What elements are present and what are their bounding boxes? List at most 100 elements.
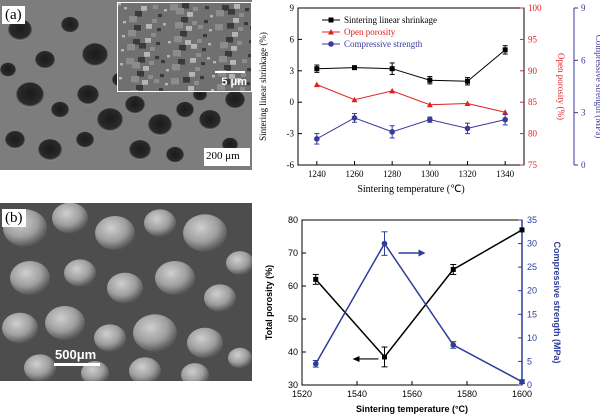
series-line (316, 117, 506, 140)
grain (121, 49, 124, 52)
legend-marker (328, 29, 334, 35)
grain (212, 75, 215, 78)
grain (237, 41, 242, 45)
grain (172, 64, 180, 71)
data-point (450, 342, 457, 348)
grain (217, 84, 225, 91)
x-tick-label: 1340 (496, 169, 514, 179)
grain (218, 70, 226, 77)
panel-b-scale-bar (54, 363, 100, 366)
grain (211, 89, 214, 91)
x-tick-label: 1240 (308, 169, 327, 179)
grain (207, 57, 210, 60)
pore (61, 16, 79, 34)
grain (204, 20, 208, 24)
grain (131, 76, 139, 83)
grain (210, 15, 213, 18)
left-tick-label: 50 (288, 314, 298, 324)
bubble (2, 312, 38, 344)
right-tick-label: 10 (527, 333, 537, 343)
grain (159, 88, 163, 91)
left-tick-label: 70 (288, 248, 298, 258)
pore (77, 85, 99, 105)
left-tick-label: 0 (290, 97, 295, 107)
right-axis-label: Compressive strength (MPa) (552, 241, 562, 363)
data-point (314, 66, 320, 72)
grain (149, 61, 154, 65)
data-point (389, 87, 396, 94)
grain (129, 16, 137, 23)
inset-scale-label: 5 μm (221, 76, 247, 88)
grain (152, 19, 157, 23)
grain (235, 78, 241, 83)
right2-tick-label: 9 (581, 3, 586, 13)
right1-axis-label: Open porosity (%) (556, 53, 566, 120)
grain (127, 44, 135, 51)
grain (239, 13, 244, 17)
series-line (316, 49, 506, 82)
legend-label: Open porosity (344, 27, 396, 37)
grain (133, 39, 140, 45)
grain (132, 62, 140, 69)
grain (205, 6, 209, 10)
grain (155, 56, 159, 60)
right-tick-label: 20 (527, 286, 537, 296)
grain (166, 69, 169, 72)
bubble (52, 203, 88, 234)
grain (120, 63, 123, 66)
data-point (313, 276, 319, 282)
data-point (351, 96, 358, 103)
pore (76, 131, 94, 149)
right1-tick-label: 95 (528, 34, 538, 44)
right2-tick-label: 0 (581, 160, 586, 170)
pore (125, 96, 145, 114)
grain (216, 10, 224, 17)
grain (138, 57, 145, 63)
grain (228, 9, 235, 15)
right-tick-label: 0 (527, 380, 532, 390)
pore (82, 43, 108, 67)
pore (97, 108, 123, 132)
grain (185, 40, 191, 45)
grain (198, 25, 203, 29)
grain (170, 4, 178, 11)
panel-a-label: (a) (2, 6, 25, 24)
data-point (464, 125, 471, 132)
bubble (228, 347, 252, 369)
data-point (427, 77, 433, 83)
grain (156, 42, 160, 46)
pore (148, 114, 172, 136)
grain (160, 74, 164, 78)
grain (151, 33, 156, 37)
grain (203, 34, 207, 38)
grain (240, 87, 245, 91)
grain (168, 41, 171, 44)
data-point (381, 240, 388, 247)
plot-frame (301, 219, 523, 386)
grain (220, 42, 228, 49)
grain (171, 78, 179, 85)
right1-tick-label: 100 (528, 3, 542, 13)
grain (150, 47, 155, 51)
right2-tick-label: 6 (581, 55, 586, 65)
bubble (226, 251, 252, 275)
grain (176, 8, 184, 15)
pore (38, 139, 62, 161)
grain (165, 83, 168, 86)
data-point (389, 129, 395, 135)
left-tick-label: 6 (290, 34, 295, 44)
grain (118, 3, 121, 6)
grain (208, 43, 211, 46)
bubble (155, 261, 195, 295)
left-tick-label: 9 (290, 3, 295, 13)
grain (174, 36, 182, 43)
right2-tick-label: 3 (581, 108, 586, 118)
grain (188, 86, 194, 91)
grain (154, 79, 159, 83)
grain (195, 67, 200, 71)
grain (145, 38, 151, 43)
legend-label: Sintering linear shrinkage (344, 15, 437, 25)
grain (126, 58, 134, 65)
left-tick-label: -3 (287, 129, 295, 139)
x-tick-label: 1520 (292, 389, 312, 399)
